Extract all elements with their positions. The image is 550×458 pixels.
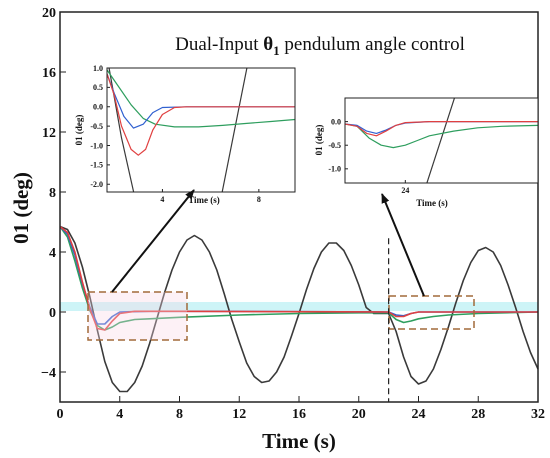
main-x-tick-label: 28 xyxy=(471,407,485,422)
y-axis-label: 01 (deg) xyxy=(9,172,33,244)
main-series-3 xyxy=(59,225,538,331)
inset-2-y-label: 01 (deg) xyxy=(314,125,324,156)
main-x-tick-label: 4 xyxy=(116,407,123,422)
inset1-series-1 xyxy=(221,68,248,192)
main-y-tick-label: 16 xyxy=(42,66,56,81)
inset2-series-1 xyxy=(345,123,538,149)
main-x-tick-label: 0 xyxy=(57,407,64,422)
inset2-series-0 xyxy=(426,98,456,183)
main-ticks: 0 4 8 12 16 20 24 28 32 −4 0 4 8 12 16 20 xyxy=(41,6,545,422)
inset1-y-tick-label: -2.0 xyxy=(90,180,103,189)
inset1-y-tick-label: 0.0 xyxy=(93,103,103,112)
inset-2-background xyxy=(345,98,538,183)
inset1-y-tick-label: -1.0 xyxy=(90,141,103,150)
title-theta: θ xyxy=(263,34,273,55)
inset1-series-0 xyxy=(108,68,135,192)
inset1-series-2 xyxy=(107,69,295,128)
inset-1-x-label: Time (s) xyxy=(188,195,220,205)
inset-1-ticks: 4 8 1.0 0.5 0.0 -0.5 -1.0 -1.5 -2.0 xyxy=(90,64,261,204)
inset-1: 4 8 1.0 0.5 0.0 -0.5 -1.0 -1.5 -2.0 Time (s) 01 … xyxy=(74,64,296,205)
inset-1-y-label: 01 (deg) xyxy=(74,115,84,146)
main-y-tick-label: 4 xyxy=(49,246,56,261)
inset2-x-tick-label: 24 xyxy=(401,186,409,195)
x-axis-label: Time (s) xyxy=(262,429,336,453)
zoom-box-1 xyxy=(87,291,188,341)
inset-2: 24 0.0 -0.5 -1.0 Time (s) 01 (deg) xyxy=(314,97,539,208)
inset-2-series-group xyxy=(345,98,538,183)
main-x-tick-label: 16 xyxy=(292,407,306,422)
convergence-band xyxy=(60,302,538,311)
inset2-y-tick-label: -1.0 xyxy=(328,165,341,174)
main-y-tick-label: 12 xyxy=(42,126,56,141)
inset-2-x-label: Time (s) xyxy=(416,198,448,208)
main-y-tick-label: 20 xyxy=(42,6,56,21)
inset-1-background xyxy=(107,68,295,192)
zoom-box-2 xyxy=(388,295,475,330)
main-x-tick-label: 8 xyxy=(176,407,183,422)
inset1-x-tick-label: 4 xyxy=(160,195,164,204)
inset2-y-tick-label: 0.0 xyxy=(331,117,341,126)
inset-2-ticks: 24 0.0 -0.5 -1.0 xyxy=(328,117,409,195)
inset-1-series-group xyxy=(107,68,295,192)
main-y-tick-label: −4 xyxy=(41,366,56,381)
main-y-tick-label: 8 xyxy=(49,186,56,201)
zoom-arrow-2 xyxy=(381,193,425,297)
main-x-tick-label: 32 xyxy=(531,407,545,422)
main-x-tick-label: 12 xyxy=(232,407,246,422)
main-y-tick-label: 0 xyxy=(49,306,56,321)
inset1-series-4 xyxy=(107,73,295,156)
inset1-y-tick-label: 1.0 xyxy=(93,64,103,73)
inset1-y-tick-label: -1.5 xyxy=(90,161,103,170)
inset1-y-tick-label: -0.5 xyxy=(90,122,103,131)
title-prefix: Dual-Input xyxy=(175,34,263,55)
main-x-tick-label: 20 xyxy=(352,407,366,422)
inset1-x-tick-label: 8 xyxy=(257,195,261,204)
chart-title: Dual-Input θ1 pendulum angle control xyxy=(175,34,465,58)
title-suffix: pendulum angle control xyxy=(280,34,465,55)
inset-2-frame xyxy=(344,97,539,184)
main-x-tick-label: 24 xyxy=(412,407,426,422)
inset2-series-3 xyxy=(345,121,538,137)
inset1-y-tick-label: 0.5 xyxy=(93,83,103,92)
zoom-arrow-1 xyxy=(111,189,195,293)
inset2-y-tick-label: -0.5 xyxy=(328,141,341,150)
title-subscript: 1 xyxy=(273,43,280,58)
inset-1-frame xyxy=(106,67,296,193)
